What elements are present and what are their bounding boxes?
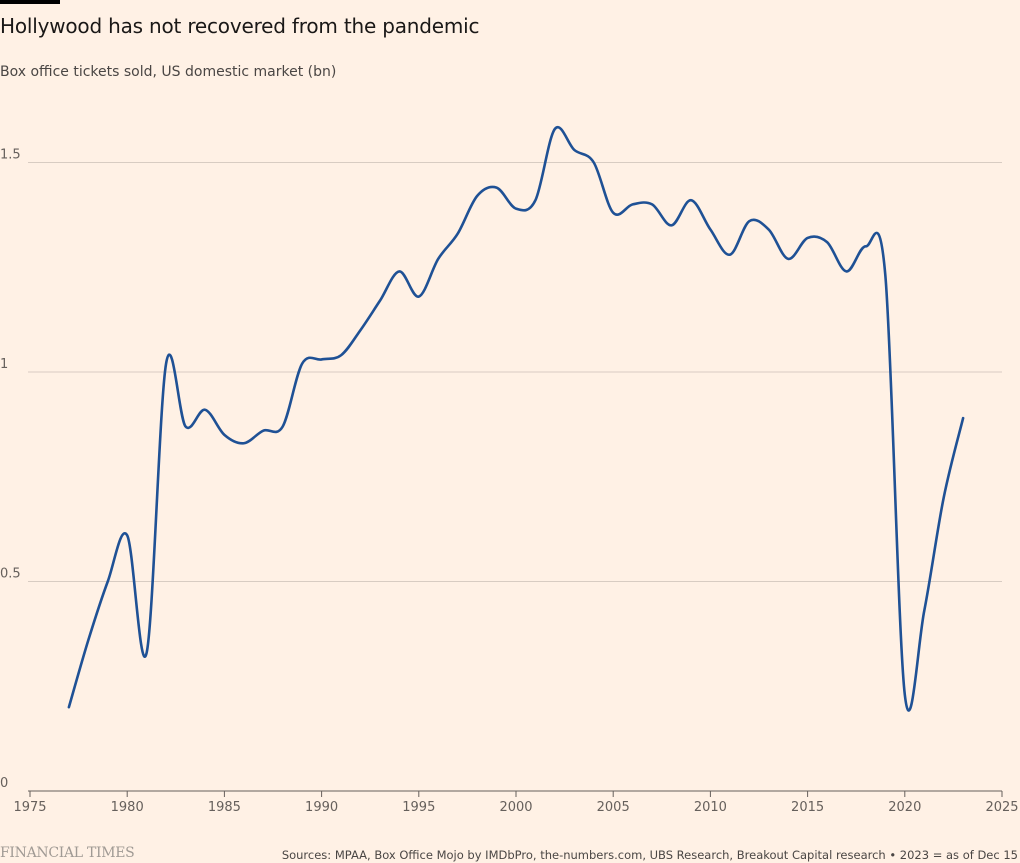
y-tick-label: 1	[0, 357, 8, 372]
x-tick-label: 2015	[791, 800, 824, 815]
x-tick-label: 2005	[597, 800, 630, 815]
x-tick-label: 1990	[305, 800, 338, 815]
x-tick-label: 2020	[888, 800, 921, 815]
x-tick-label: 1975	[13, 800, 46, 815]
x-tick-label: 1985	[208, 800, 241, 815]
chart-subtitle: Box office tickets sold, US domestic mar…	[0, 64, 337, 80]
x-tick-label: 1980	[111, 800, 144, 815]
x-tick-label: 2010	[694, 800, 727, 815]
source-note: Sources: MPAA, Box Office Mojo by IMDbPr…	[281, 848, 1018, 862]
x-tick-label: 2025	[985, 800, 1018, 815]
brand-bar	[0, 0, 60, 4]
y-tick-label: 0	[0, 776, 8, 791]
x-tick-label: 1995	[402, 800, 435, 815]
tickets-sold-line	[67, 125, 965, 712]
y-tick-label: 0.5	[0, 567, 21, 582]
y-tick-label: 1.5	[0, 148, 21, 163]
x-tick-label: 2000	[499, 800, 532, 815]
chart-title: Hollywood has not recovered from the pan…	[0, 14, 480, 38]
ft-logo: FINANCIAL TIMES	[0, 845, 135, 861]
